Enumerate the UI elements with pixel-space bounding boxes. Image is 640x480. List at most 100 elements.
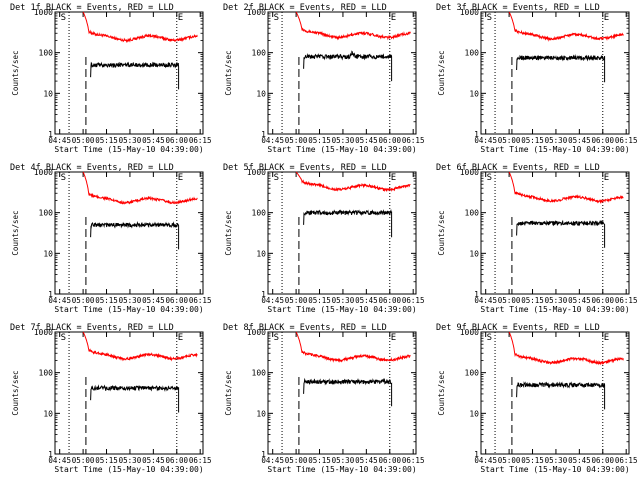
y-tick-label: 1 [261, 450, 266, 459]
x-tick-label: 05:45 [568, 456, 591, 465]
y-axis-label: Counts/sec [11, 210, 20, 255]
start-marker: S [274, 13, 279, 23]
start-marker: S [487, 13, 492, 23]
start-marker: S [274, 173, 279, 183]
x-tick-label: 06:15 [402, 136, 425, 145]
x-axis-label: Start Time (15-May-10 04:39:00) [267, 305, 416, 314]
y-tick-label: 100 [252, 209, 267, 218]
lld-series-line [508, 11, 624, 42]
x-tick-label: 05:30 [119, 136, 142, 145]
start-marker: S [61, 333, 66, 343]
panel-title: Det 2f BLACK = Events, RED = LLD [223, 3, 387, 13]
end-marker: E [604, 13, 609, 23]
x-tick-label: 06:15 [615, 296, 638, 305]
plot-frame [480, 171, 630, 295]
y-tick-label: 1 [48, 130, 53, 139]
x-tick-label: 06:15 [402, 296, 425, 305]
x-tick-label: 06:00 [165, 296, 188, 305]
x-tick-label: 05:15 [521, 136, 544, 145]
x-tick-label: 05:15 [95, 456, 118, 465]
x-tick-label: 04:45 [48, 136, 71, 145]
panel-title: Det 1f BLACK = Events, RED = LLD [10, 3, 174, 13]
x-tick-label: 05:15 [95, 136, 118, 145]
x-axis-label: Start Time (15-May-10 04:39:00) [480, 145, 629, 154]
x-tick-label: 06:00 [165, 456, 188, 465]
x-tick-label: 05:15 [521, 296, 544, 305]
x-tick-label: 04:45 [474, 456, 497, 465]
x-tick-label: 05:45 [355, 296, 378, 305]
plot-frame [267, 171, 417, 295]
y-tick-label: 10 [256, 89, 266, 98]
y-tick-label: 1 [48, 450, 53, 459]
x-tick-label: 04:45 [261, 136, 284, 145]
x-tick-label: 04:45 [261, 296, 284, 305]
y-tick-label: 1000 [34, 328, 53, 337]
start-marker: S [487, 333, 492, 343]
y-axis-label: Counts/sec [437, 210, 446, 255]
y-axis-label: Counts/sec [224, 210, 233, 255]
events-series-line [516, 381, 606, 410]
x-tick-label: 04:45 [48, 456, 71, 465]
end-marker: E [178, 333, 183, 343]
x-tick-label: 06:00 [165, 136, 188, 145]
events-series-line [90, 384, 180, 413]
x-tick-label: 05:45 [142, 136, 165, 145]
x-tick-label: 05:00 [285, 296, 308, 305]
start-marker: S [61, 173, 66, 183]
x-tick-label: 06:15 [615, 456, 638, 465]
events-series-line [303, 377, 393, 407]
y-axis-label: Counts/sec [224, 370, 233, 415]
x-tick-label: 04:45 [474, 136, 497, 145]
panel-title: Det 6f BLACK = Events, RED = LLD [436, 163, 600, 173]
events-series-line [516, 53, 606, 83]
panel-title: Det 7f BLACK = Events, RED = LLD [10, 323, 174, 333]
y-tick-label: 1 [474, 130, 479, 139]
x-tick-label: 05:30 [332, 456, 355, 465]
y-axis-label: Counts/sec [11, 370, 20, 415]
detector-panel: Det 6f BLACK = Events, RED = LLD 1 10 100 10… [436, 163, 637, 314]
y-tick-label: 1000 [34, 8, 53, 17]
panel-title: Det 9f BLACK = Events, RED = LLD [436, 323, 600, 333]
panel-title: Det 5f BLACK = Events, RED = LLD [223, 163, 387, 173]
events-series-line [90, 221, 180, 250]
y-tick-label: 100 [465, 369, 480, 378]
y-axis-label: Counts/sec [11, 50, 20, 95]
plot-frame [267, 11, 417, 135]
detector-panel: Det 1f BLACK = Events, RED = LLD 1 10 100 10… [10, 3, 211, 154]
x-tick-label: 06:00 [591, 296, 614, 305]
y-tick-label: 1000 [460, 8, 479, 17]
x-tick-label: 05:45 [355, 136, 378, 145]
end-marker: E [604, 173, 609, 183]
events-series-line [303, 209, 393, 238]
x-tick-label: 05:00 [498, 136, 521, 145]
lld-series-line [82, 171, 198, 205]
x-tick-label: 05:30 [119, 456, 142, 465]
start-marker: S [274, 333, 279, 343]
x-tick-label: 04:45 [261, 456, 284, 465]
x-tick-label: 05:00 [498, 296, 521, 305]
x-tick-label: 04:45 [474, 296, 497, 305]
x-tick-label: 06:15 [615, 136, 638, 145]
x-tick-label: 04:45 [48, 296, 71, 305]
plot-frame [267, 331, 417, 455]
y-tick-label: 10 [43, 249, 53, 258]
x-tick-label: 06:15 [189, 136, 212, 145]
lld-series-line [295, 331, 411, 363]
plot-frame [480, 11, 630, 135]
end-marker: E [391, 173, 396, 183]
y-tick-label: 1000 [460, 168, 479, 177]
events-series-line [516, 219, 606, 248]
y-tick-label: 10 [256, 249, 266, 258]
x-axis-label: Start Time (15-May-10 04:39:00) [54, 145, 203, 154]
x-tick-label: 05:45 [568, 136, 591, 145]
x-tick-label: 05:30 [545, 136, 568, 145]
x-tick-label: 06:00 [591, 136, 614, 145]
y-tick-label: 1000 [247, 328, 266, 337]
y-tick-label: 100 [465, 49, 480, 58]
x-tick-label: 05:15 [308, 136, 331, 145]
lld-series-line [508, 331, 624, 366]
y-tick-label: 10 [256, 409, 266, 418]
y-tick-label: 100 [252, 369, 267, 378]
